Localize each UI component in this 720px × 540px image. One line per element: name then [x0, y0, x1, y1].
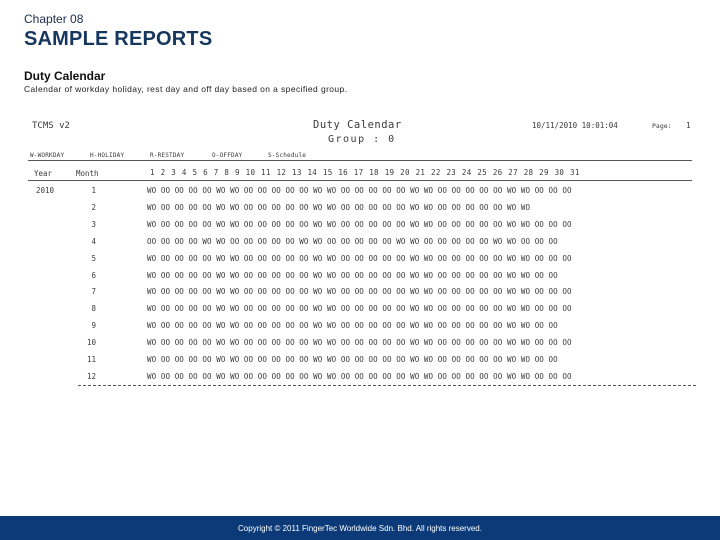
- legend-workday: W-WORKDAY: [30, 152, 65, 159]
- row-day-codes: WO OO OO OO OO WO WO OO OO OO OO OO WO W…: [147, 202, 531, 212]
- row-month: 3: [91, 219, 96, 229]
- row-month: 10: [86, 338, 96, 348]
- row-day-codes: WO OO OO OO OO WO WO OO OO OO OO OO WO W…: [147, 219, 572, 229]
- legend-holiday: H-HOLIDAY: [90, 152, 125, 159]
- report-name: Duty Calendar: [313, 119, 402, 131]
- table-row: 3 WO OO OO OO OO WO WO OO OO OO OO OO WO …: [26, 220, 696, 237]
- footer-bar: Copyright © 2011 FingerTec Worldwide Sdn…: [0, 516, 720, 540]
- page-title: SAMPLE REPORTS: [24, 28, 213, 50]
- table-row: 2 WO OO OO OO OO WO WO OO OO OO OO OO WO …: [26, 203, 696, 220]
- day-number-header: 1 2 3 4 5 6 7 8 9 10 11 12 13 14 15 16 1…: [150, 168, 580, 177]
- table-row: 7 WO OO OO OO OO WO WO OO OO OO OO OO WO …: [26, 287, 696, 304]
- row-day-codes: WO OO OO OO OO WO WO OO OO OO OO OO WO W…: [147, 287, 572, 297]
- section-description: Calendar of workday holiday, rest day an…: [24, 84, 348, 94]
- year-column-header: Year: [34, 169, 53, 178]
- row-month: 7: [91, 287, 96, 297]
- legend-schedule: S-Schedule: [268, 152, 307, 159]
- report-datetime: 10/11/2010 10:01:04: [532, 121, 618, 130]
- table-row: 10 WO OO OO OO OO WO WO OO OO OO OO OO WO…: [26, 338, 696, 355]
- report-software-id: TCMS v2: [32, 121, 70, 131]
- table-row: 5 WO OO OO OO OO WO WO OO OO OO OO OO WO …: [26, 254, 696, 271]
- row-day-codes: WO OO OO OO OO WO WO OO OO OO OO OO WO W…: [147, 321, 558, 331]
- row-year: 2010: [36, 186, 55, 195]
- row-day-codes: WO OO OO OO OO WO WO OO OO OO OO OO WO W…: [147, 338, 572, 348]
- row-month: 5: [91, 253, 96, 263]
- row-day-codes: WO OO OO OO OO WO WO OO OO OO OO OO WO W…: [147, 304, 572, 314]
- row-month: 11: [86, 355, 96, 364]
- row-month: 1: [91, 186, 96, 195]
- report-end-rule: [78, 385, 696, 386]
- row-day-codes: WO OO OO OO OO WO WO OO OO OO OO OO WO W…: [147, 253, 572, 263]
- legend-offday: O-OFFDAY: [212, 152, 243, 159]
- table-row: 2010 1 WO OO OO OO OO WO WO OO OO OO OO OO…: [26, 186, 696, 203]
- report-page-label: Page:: [652, 122, 672, 130]
- copyright-text: Copyright © 2011 FingerTec Worldwide Sdn…: [238, 524, 482, 533]
- row-month: 6: [91, 270, 96, 280]
- row-day-codes: OO OO OO OO WO WO OO OO OO OO OO WO WO O…: [147, 236, 558, 246]
- table-row: 6 WO OO OO OO OO WO WO OO OO OO OO OO WO …: [26, 271, 696, 288]
- report-group: Group : 0: [328, 134, 396, 145]
- row-month: 2: [91, 202, 96, 212]
- table-row: 11 WO OO OO OO OO WO WO OO OO OO OO OO WO…: [26, 355, 696, 372]
- table-row: 4 OO OO OO OO WO WO OO OO OO OO OO WO WO …: [26, 237, 696, 254]
- row-day-codes: WO OO OO OO OO WO WO OO OO OO OO OO WO W…: [147, 371, 572, 381]
- row-day-codes: WO OO OO OO OO WO WO OO OO OO OO OO WO W…: [147, 355, 558, 364]
- row-month: 12: [86, 371, 96, 381]
- duty-calendar-report: TCMS v2 Duty Calendar Group : 0 10/11/20…: [26, 116, 696, 388]
- legend-restday: R-RESTDAY: [150, 152, 185, 159]
- chapter-label: Chapter 08: [24, 12, 84, 26]
- row-day-codes: WO OO OO OO OO WO WO OO OO OO OO OO WO W…: [147, 270, 558, 280]
- section-title: Duty Calendar: [24, 69, 106, 83]
- row-month: 9: [91, 321, 96, 331]
- row-month: 8: [91, 304, 96, 314]
- row-month: 4: [91, 236, 96, 246]
- month-column-header: Month: [76, 169, 99, 178]
- table-row: 9 WO OO OO OO OO WO WO OO OO OO OO OO WO …: [26, 321, 696, 338]
- header-rule-top: [28, 160, 692, 161]
- header-rule-bottom: [28, 180, 692, 181]
- report-page-number: 1: [686, 121, 691, 130]
- row-day-codes: WO OO OO OO OO WO WO OO OO OO OO OO WO W…: [147, 186, 572, 195]
- table-row: 12 WO OO OO OO OO WO WO OO OO OO OO OO WO…: [26, 372, 696, 389]
- table-row: 8 WO OO OO OO OO WO WO OO OO OO OO OO WO …: [26, 304, 696, 321]
